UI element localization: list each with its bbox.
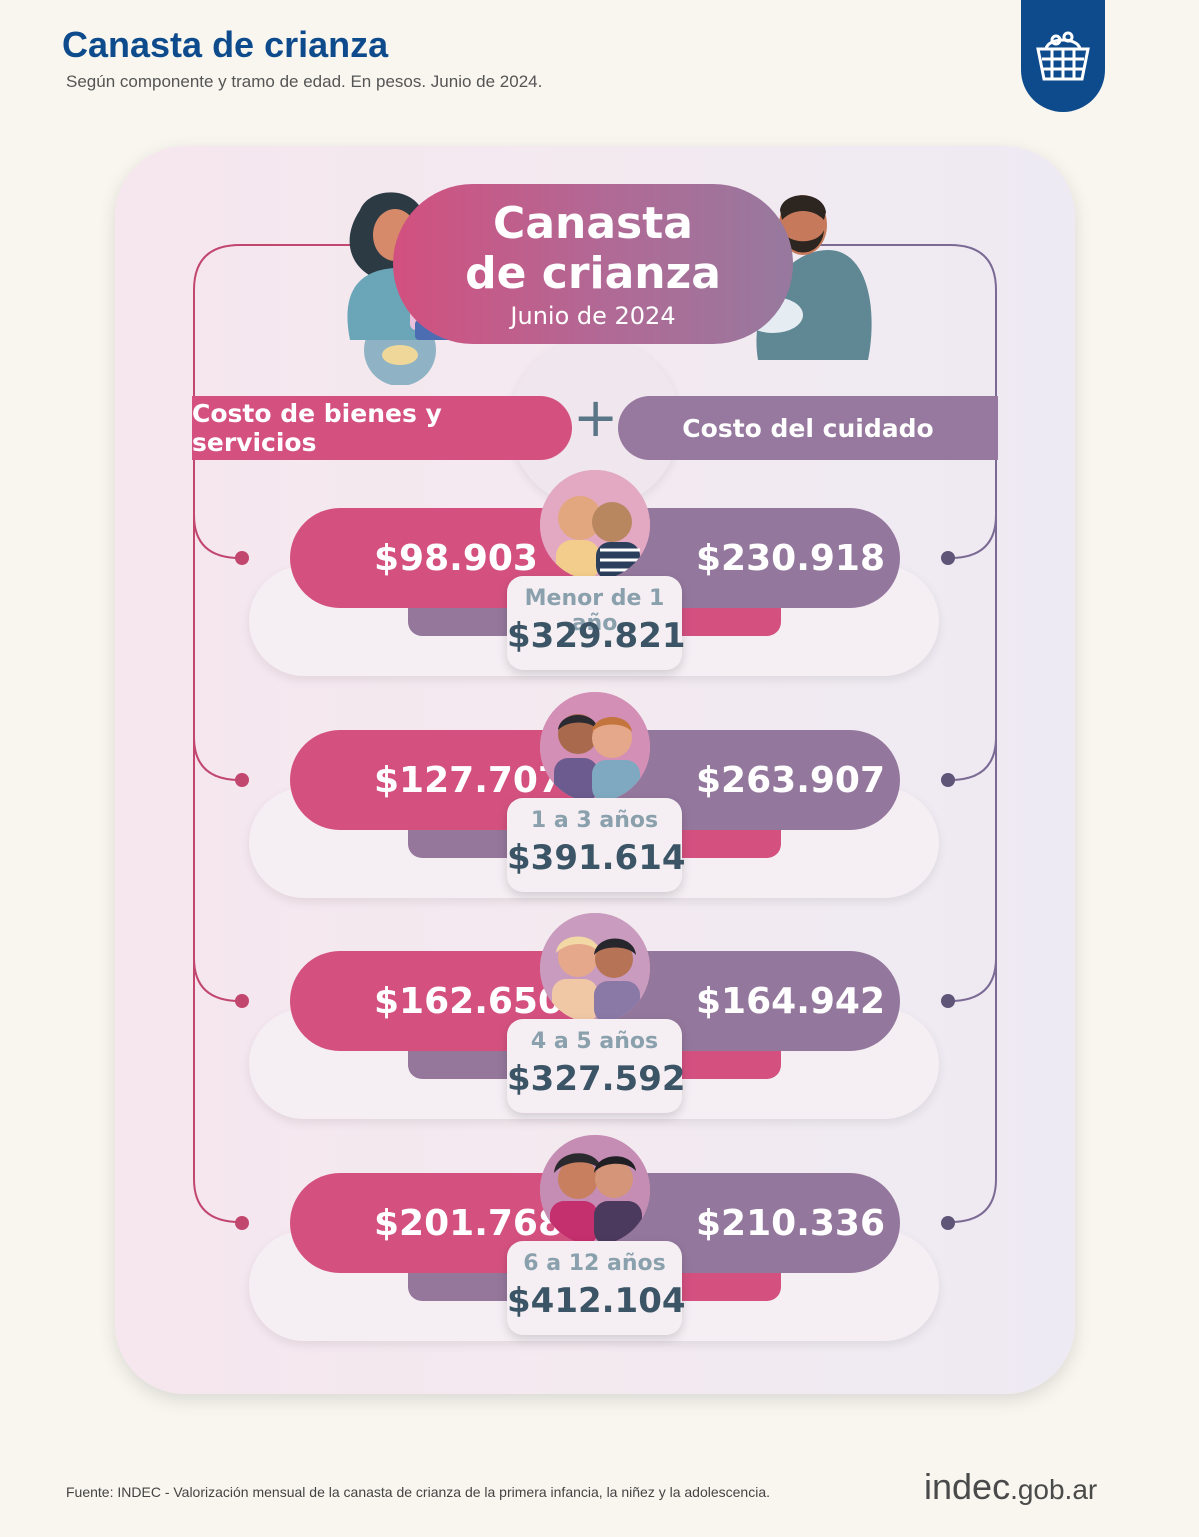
connector-dot-right <box>941 773 955 787</box>
connector-dot-left <box>235 1216 249 1230</box>
hero-date: Junio de 2024 <box>510 302 676 330</box>
age-row-under-1: $98.903 $230.918 Menor de 1 año $329.821 <box>0 470 1199 678</box>
source-note: Fuente: INDEC - Valorización mensual de … <box>66 1484 770 1500</box>
indec-logo: indec.gob.ar <box>924 1466 1097 1508</box>
care-cost-label: Costo del cuidado <box>618 396 998 460</box>
indec-logo-main: indec <box>924 1466 1011 1507</box>
toddlers-avatar <box>540 692 650 802</box>
total-box: 6 a 12 años $412.104 <box>507 1241 686 1335</box>
total-box: Menor de 1 año $329.821 <box>507 576 686 670</box>
total-box: 1 a 3 años $391.614 <box>507 798 686 892</box>
connector-dot-right <box>941 994 955 1008</box>
age-label: 6 a 12 años <box>523 1251 666 1276</box>
shopping-basket-icon <box>1036 31 1090 81</box>
logo-badge <box>1021 0 1105 112</box>
connector-lines <box>193 244 997 1223</box>
page-title: Canasta de crianza <box>62 24 389 65</box>
connector-dot-left <box>235 773 249 787</box>
children-avatar <box>540 913 650 1023</box>
hero-title-pill: Canasta de crianza Junio de 2024 <box>393 184 793 344</box>
babies-avatar <box>540 470 650 580</box>
goods-services-label: Costo de bienes y servicios <box>192 396 572 460</box>
hero-title-line1: Canasta <box>493 198 693 249</box>
plus-icon: + <box>573 386 619 449</box>
total-value: $412.104 <box>507 1281 686 1321</box>
connector-dot-left <box>235 551 249 565</box>
age-row-6-12: $201.768 $210.336 6 a 12 años $412.104 <box>0 1135 1199 1343</box>
age-row-1-3: $127.707 $263.907 1 a 3 años $391.614 <box>0 692 1199 900</box>
hero-title-line2: de crianza <box>465 248 721 299</box>
age-label: 4 a 5 años <box>530 1029 659 1054</box>
older-children-avatar <box>540 1135 650 1245</box>
total-value: $329.821 <box>507 616 686 656</box>
connector-dot-left <box>235 994 249 1008</box>
indec-logo-suffix: .gob.ar <box>1010 1474 1098 1505</box>
page-subtitle: Según componente y tramo de edad. En pes… <box>66 72 543 91</box>
total-value: $327.592 <box>507 1059 686 1099</box>
total-value: $391.614 <box>507 838 686 878</box>
connector-dot-right <box>941 1216 955 1230</box>
total-box: 4 a 5 años $327.592 <box>507 1019 686 1113</box>
age-label: Menor de 1 año <box>524 586 665 636</box>
connector-dot-right <box>941 551 955 565</box>
age-label: 1 a 3 años <box>530 808 659 833</box>
age-row-4-5: $162.650 $164.942 4 a 5 años $327.592 <box>0 913 1199 1121</box>
